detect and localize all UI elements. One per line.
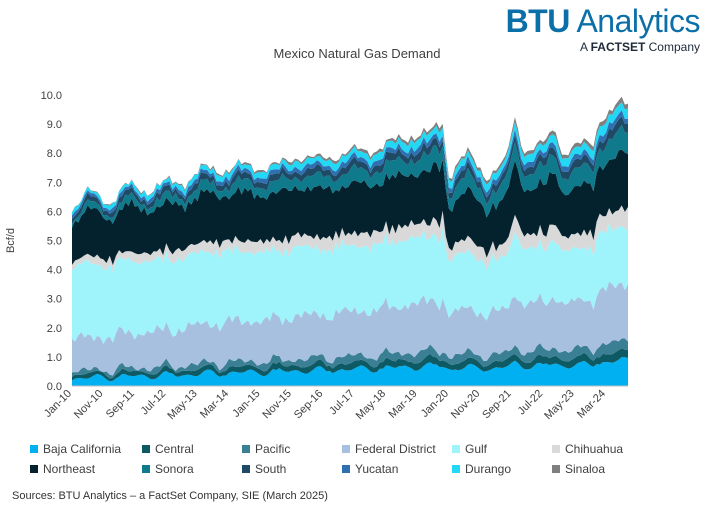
y-tick-label: 8.0	[47, 148, 62, 160]
y-tick-label: 5.0	[47, 236, 62, 248]
area-yucatan	[72, 110, 628, 219]
legend-label: Central	[155, 442, 194, 456]
legend-item: Central	[142, 442, 194, 456]
legend-swatch	[552, 445, 560, 453]
chart-title: Mexico Natural Gas Demand	[273, 46, 441, 61]
chart-area: Bcf/d 0.0 1.0 2.0 3.0 4.0 5.0 6.0 7.0 8.0 9.0 10.0 J…	[5, 90, 628, 422]
legend-item: Baja California	[30, 442, 121, 456]
x-tick-label: Jul-22	[516, 388, 546, 418]
x-tick-label: Nov-20	[449, 388, 483, 422]
x-tick-label: Jan-15	[230, 388, 262, 420]
area-sonora	[72, 124, 628, 228]
legend-label: Federal District	[355, 442, 436, 456]
legend-swatch	[30, 465, 38, 473]
x-tick-label: Mar-24	[575, 388, 608, 421]
y-tick-label: 0.0	[47, 381, 62, 393]
x-tick-label: Nov-10	[72, 388, 106, 422]
area-central	[72, 348, 628, 382]
legend-swatch	[242, 465, 250, 473]
brand-logo: BTU Analytics A FACTSET Company	[505, 3, 701, 54]
legend-label: South	[255, 462, 287, 476]
legend-label: Pacific	[255, 442, 291, 456]
legend-item: Yucatan	[342, 462, 398, 476]
legend-item: Sonora	[142, 462, 194, 476]
y-tick-label: 2.0	[47, 323, 62, 335]
x-tick-label: May-13	[165, 388, 199, 422]
y-tick-label: 4.0	[47, 265, 62, 277]
brand-tag-suffix: Company	[645, 40, 700, 54]
legend-label: Gulf	[465, 442, 488, 456]
legend-item: Chihuahua	[552, 442, 623, 456]
y-tick-label: 1.0	[47, 352, 62, 364]
y-tick-label: 6.0	[47, 206, 62, 218]
area-durango	[72, 102, 628, 216]
source-note: Sources: BTU Analytics – a FactSet Compa…	[12, 490, 328, 502]
y-axis-label: Bcf/d	[5, 228, 17, 253]
legend-item: Sinaloa	[552, 462, 605, 476]
legend-label: Northeast	[43, 462, 96, 476]
x-tick-label: May-23	[542, 388, 576, 422]
x-tick-label: Mar-14	[198, 388, 231, 421]
legend-item: Gulf	[452, 442, 487, 456]
x-tick-label: Jan-20	[419, 388, 451, 420]
brand-tag-prefix: A	[579, 40, 591, 54]
legend-label: Durango	[465, 462, 512, 476]
legend-item: Durango	[452, 462, 511, 476]
area-south	[72, 116, 628, 224]
x-tick-label: Sep-16	[292, 388, 326, 422]
legend-item: Federal District	[342, 442, 436, 456]
legend-swatch	[242, 445, 250, 453]
brand-name: BTU Analytics	[505, 3, 701, 39]
brand-name-part2: Analytics	[569, 3, 700, 39]
x-tick-label: Nov-15	[260, 388, 294, 422]
area-baja-california	[72, 357, 628, 386]
brand-tagline: A FACTSET Company	[506, 40, 700, 54]
legend-swatch	[452, 465, 460, 473]
legend-swatch	[342, 465, 350, 473]
legend-label: Sinaloa	[565, 462, 606, 476]
legend-swatch	[30, 445, 38, 453]
area-northeast	[72, 149, 628, 266]
brand-tag-bold: FACTSET	[590, 40, 646, 54]
area-gulf	[72, 222, 628, 344]
area-chihuahua	[72, 205, 628, 273]
legend-swatch	[142, 445, 150, 453]
legend-item: Northeast	[30, 462, 95, 476]
legend-swatch	[452, 445, 460, 453]
legend-swatch	[342, 445, 350, 453]
legend-label: Sonora	[155, 462, 194, 476]
brand-name-part1: BTU	[505, 3, 571, 39]
y-tick-label: 10.0	[41, 90, 62, 102]
legend-item: South	[242, 462, 286, 476]
y-tick-label: 9.0	[47, 119, 62, 131]
x-tick-label: Sep-21	[480, 388, 514, 422]
x-tick-label: Jul-17	[327, 388, 357, 418]
area-federal-district	[72, 281, 628, 376]
x-tick-label: Sep-11	[104, 388, 137, 421]
legend-label: Chihuahua	[565, 442, 624, 456]
x-tick-label: May-18	[354, 388, 388, 422]
legend-label: Baja California	[43, 442, 122, 456]
legend-item: Pacific	[242, 442, 290, 456]
y-tick-label: 3.0	[47, 294, 62, 306]
area-pacific	[72, 338, 628, 379]
x-tick-label: Jul-12	[139, 388, 169, 418]
legend-label: Yucatan	[355, 462, 399, 476]
y-tick-label: 7.0	[47, 177, 62, 189]
legend-swatch	[142, 465, 150, 473]
x-tick-label: Mar-19	[387, 388, 420, 421]
legend-swatch	[552, 465, 560, 473]
